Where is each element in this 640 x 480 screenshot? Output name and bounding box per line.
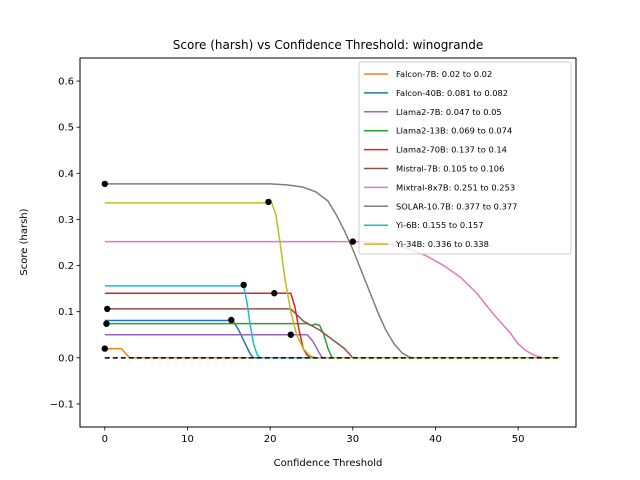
- y-tick-label: 0.0: [58, 353, 74, 364]
- series-marker-5: [104, 305, 111, 313]
- y-tick-label: 0.4: [58, 169, 74, 180]
- series-line-7: [104, 183, 560, 359]
- x-tick-label: 0: [102, 434, 108, 445]
- legend-label-5: Mistral-7B: 0.105 to 0.106: [396, 164, 504, 174]
- legend-label-4: Llama2-70B: 0.137 to 0.14: [396, 145, 507, 155]
- legend-label-9: Yi-34B: 0.336 to 0.338: [395, 239, 489, 249]
- series-marker-2: [287, 331, 294, 338]
- y-tick-label: 0.1: [58, 307, 74, 318]
- legend-label-6: Mixtral-8x7B: 0.251 to 0.253: [396, 182, 515, 192]
- series-line-9: [104, 202, 560, 359]
- legend-label-1: Falcon-40B: 0.081 to 0.082: [396, 88, 508, 98]
- x-tick-label: 10: [181, 434, 194, 445]
- series-marker-0: [101, 345, 109, 352]
- series-marker-1: [228, 316, 235, 324]
- series-marker-9: [265, 198, 272, 206]
- x-tick-label: 50: [512, 434, 525, 445]
- series-marker-3: [103, 320, 110, 327]
- chart-title: Score (harsh) vs Confidence Threshold: w…: [173, 38, 483, 52]
- series-layer: [104, 183, 560, 359]
- series-line-5: [104, 308, 560, 359]
- legend-label-3: Llama2-13B: 0.069 to 0.074: [396, 126, 512, 136]
- y-axis-label: Score (harsh): [19, 208, 30, 275]
- series-marker-8: [240, 281, 247, 289]
- x-axis-ticks: 0 10 20 30 40 50: [102, 427, 525, 445]
- x-tick-label: 30: [346, 434, 359, 445]
- series-marker-7: [101, 180, 109, 188]
- legend-label-7: SOLAR-10.7B: 0.377 to 0.377: [396, 201, 517, 211]
- legend-box: [358, 61, 572, 255]
- y-axis-ticks: −0.1 0.0 0.1 0.2 0.3 0.4 0.5 0.6: [50, 77, 80, 410]
- marker-layer: [101, 180, 356, 352]
- legend-label-0: Falcon-7B: 0.02 to 0.02: [396, 69, 492, 79]
- y-tick-label: 0.3: [58, 215, 74, 226]
- series-marker-6: [349, 238, 356, 245]
- x-axis-label: Confidence Threshold: [274, 458, 383, 469]
- y-tick-label: 0.6: [58, 77, 74, 88]
- y-tick-label: −0.1: [50, 399, 74, 410]
- legend: Falcon-7B: 0.02 to 0.02 Falcon-40B: 0.081…: [358, 61, 572, 255]
- series-marker-4: [271, 290, 278, 297]
- x-tick-label: 40: [429, 434, 442, 445]
- legend-label-2: Llama2-7B: 0.047 to 0.05: [396, 107, 502, 117]
- y-tick-label: 0.5: [58, 123, 74, 134]
- x-tick-label: 20: [264, 434, 277, 445]
- y-tick-label: 0.2: [58, 261, 74, 272]
- plot-frame: [79, 57, 577, 428]
- legend-label-8: Yi-6B: 0.155 to 0.157: [395, 220, 484, 230]
